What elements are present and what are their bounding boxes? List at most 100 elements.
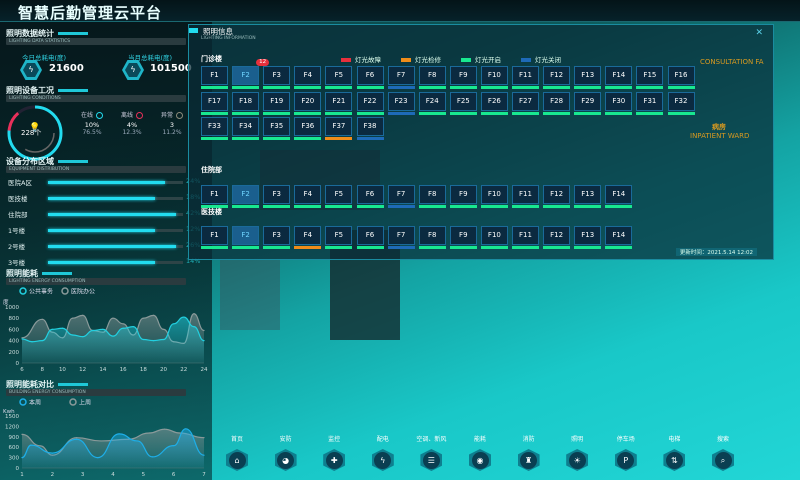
floor-status-bar	[294, 86, 322, 89]
nav-item-3[interactable]: 配电 ϟ	[361, 434, 405, 471]
floor-button-f1[interactable]: F1	[201, 66, 228, 90]
floor-button-f2[interactable]: F2	[232, 185, 260, 209]
nav-item-0[interactable]: 首页 ⌂	[215, 434, 259, 471]
floor-button-f11[interactable]: F11	[512, 226, 539, 250]
floor-button-f23[interactable]: F23	[387, 91, 415, 116]
floor-button-f33[interactable]: F33	[201, 117, 228, 141]
ward-label-en: INPATIENT WARD	[690, 132, 750, 140]
nav-item-4[interactable]: 空调、新风 ☰	[409, 434, 453, 471]
nav-item-10[interactable]: 搜索 ⌕	[701, 434, 745, 471]
distribution-row: 3号楼 14%	[8, 257, 208, 267]
distribution-fill	[48, 197, 155, 200]
floor-label: F9	[449, 66, 477, 85]
floor-button-f14[interactable]: F14	[605, 66, 633, 90]
floor-label: F8	[418, 226, 446, 245]
floor-button-f11[interactable]: F11	[512, 66, 539, 90]
floor-button-f2[interactable]: F2	[232, 226, 260, 250]
legend-marker	[69, 398, 77, 406]
close-button[interactable]: ✕	[755, 28, 763, 38]
floor-button-f32[interactable]: F32	[667, 91, 695, 116]
floor-button-f9[interactable]: F9	[449, 185, 477, 209]
floor-button-f10[interactable]: F10	[480, 66, 508, 90]
floor-button-f17[interactable]: F17	[201, 91, 228, 116]
floor-button-f29[interactable]: F29	[574, 91, 602, 116]
nav-glyph: ϟ	[374, 451, 392, 469]
series-area	[22, 428, 204, 468]
floor-button-f15[interactable]: F15	[636, 66, 664, 90]
floor-button-f10[interactable]: F10	[480, 226, 508, 250]
nav-item-1[interactable]: 安防 ◕	[264, 434, 308, 471]
floor-button-f28[interactable]: F28	[543, 91, 571, 116]
nav-item-7[interactable]: 照明 ☀	[555, 434, 599, 471]
floor-label: F15	[636, 66, 664, 85]
floor-button-f6[interactable]: F6	[356, 66, 384, 90]
nav-item-5[interactable]: 能耗 ◉	[458, 434, 502, 471]
floor-button-f25[interactable]: F25	[449, 91, 477, 116]
floor-button-f4[interactable]: F4	[294, 185, 322, 209]
floor-button-f10[interactable]: F10	[480, 185, 508, 209]
floor-button-f7[interactable]: F7	[387, 185, 415, 209]
floor-button-f2[interactable]: F2 12	[232, 59, 270, 90]
floor-button-f7[interactable]: F7	[387, 226, 415, 250]
floor-button-f20[interactable]: F20	[294, 91, 322, 116]
floor-button-f24[interactable]: F24	[418, 91, 446, 116]
floor-button-f5[interactable]: F5	[325, 185, 353, 209]
nav-item-8[interactable]: 停车场 P	[604, 434, 648, 471]
floor-label: F1	[201, 66, 228, 85]
floor-button-f1[interactable]: F1	[201, 185, 228, 209]
floor-button-f16[interactable]: F16	[667, 66, 695, 90]
floor-button-f5[interactable]: F5	[325, 66, 353, 90]
floor-status-bar	[605, 111, 633, 115]
data-point	[41, 340, 43, 342]
floor-status-bar	[605, 205, 633, 208]
floor-button-f12[interactable]: F12	[543, 66, 571, 90]
floor-button-f3[interactable]: F3	[263, 66, 291, 90]
floor-button-f21[interactable]: F21	[325, 91, 353, 116]
floor-button-f11[interactable]: F11	[512, 185, 539, 209]
floor-button-f12[interactable]: F12	[543, 226, 571, 250]
floor-button-f22[interactable]: F22	[356, 91, 384, 116]
floor-button-f13[interactable]: F13	[574, 66, 602, 90]
floor-button-f14[interactable]: F14	[605, 185, 633, 209]
floor-button-f12[interactable]: F12	[543, 185, 571, 209]
floor-button-f26[interactable]: F26	[480, 91, 508, 116]
floor-label: F3	[263, 185, 291, 204]
floor-button-f5[interactable]: F5	[325, 226, 353, 250]
floor-button-f31[interactable]: F31	[636, 91, 664, 116]
floor-button-f38[interactable]: F38	[356, 117, 384, 141]
floor-button-f37[interactable]: F37	[325, 117, 353, 141]
floor-button-f14[interactable]: F14	[605, 226, 633, 250]
floor-button-f8[interactable]: F8	[418, 226, 446, 250]
floor-button-f30[interactable]: F30	[605, 91, 633, 116]
floor-button-f6[interactable]: F6	[356, 185, 384, 209]
floor-button-f3[interactable]: F3	[263, 185, 291, 209]
nav-item-9[interactable]: 电梯 ⇅	[652, 434, 696, 471]
floor-button-f1[interactable]: F1	[201, 226, 228, 250]
floor-button-f3[interactable]: F3	[263, 226, 291, 250]
legend-item: 公共事务	[19, 287, 53, 296]
floor-button-f9[interactable]: F9	[449, 226, 477, 250]
floor-status-bar	[325, 86, 353, 89]
nav-item-6[interactable]: 消防 ♜	[507, 434, 551, 471]
floor-button-f36[interactable]: F36	[294, 117, 322, 141]
floor-button-f34[interactable]: F34	[232, 117, 260, 141]
floor-button-f19[interactable]: F19	[263, 91, 291, 116]
stats-subtitle: LIGHTING DATA STATISTICS	[6, 38, 186, 45]
floor-button-f35[interactable]: F35	[263, 117, 291, 141]
floor-button-f6[interactable]: F6	[356, 226, 384, 250]
data-point	[102, 328, 104, 330]
floor-button-f8[interactable]: F8	[418, 185, 446, 209]
floor-button-f13[interactable]: F13	[574, 226, 602, 250]
floor-button-f9[interactable]: F9	[449, 66, 477, 90]
floor-button-f4[interactable]: F4	[294, 226, 322, 250]
floor-button-f7[interactable]: F7	[387, 66, 415, 90]
floor-button-f8[interactable]: F8	[418, 66, 446, 90]
floor-button-f18[interactable]: F18	[232, 91, 260, 116]
data-point	[21, 338, 23, 340]
data-point	[71, 334, 74, 336]
nav-item-2[interactable]: 监控 ✚	[312, 434, 356, 471]
distribution-fill	[48, 213, 177, 216]
floor-button-f13[interactable]: F13	[574, 185, 602, 209]
floor-button-f27[interactable]: F27	[512, 91, 539, 116]
floor-button-f4[interactable]: F4	[294, 66, 322, 90]
